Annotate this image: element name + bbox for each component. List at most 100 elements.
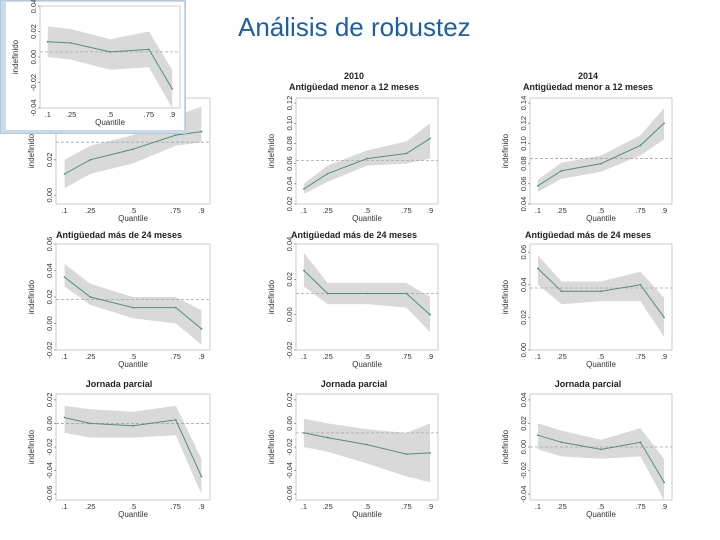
x-tick-label: .5 bbox=[364, 352, 370, 361]
estimate-point bbox=[109, 51, 111, 53]
estimate-point bbox=[171, 87, 174, 90]
y-tick-label: -0.02 bbox=[45, 341, 54, 358]
estimate-point bbox=[326, 292, 329, 295]
estimate-point bbox=[429, 137, 432, 140]
x-tick-label: .1 bbox=[535, 502, 541, 511]
estimate-point bbox=[536, 434, 539, 437]
column-subtitle-2014: Antigüedad menor a 12 meses bbox=[522, 82, 654, 92]
y-tick-label: 0.00 bbox=[519, 343, 528, 358]
estimate-point bbox=[560, 290, 563, 293]
x-tick-label: .75 bbox=[635, 206, 645, 215]
estimate-point bbox=[600, 162, 602, 165]
y-tick-label: -0.04 bbox=[29, 99, 38, 116]
x-tick-label: .9 bbox=[427, 352, 433, 361]
chart-svg: .1 .25 .5 .75 .9 Quantile -0.06 -0.04 -0.02 0.00 0… bbox=[27, 393, 211, 519]
y-tick-label: 0.00 bbox=[45, 316, 54, 331]
estimate-point bbox=[200, 130, 203, 133]
chart-r3c2: .1 .25 .5 .75 .9 Quantile -0.06 -0.04 -0.02 0.00 0… bbox=[262, 390, 442, 522]
estimate-point bbox=[89, 296, 92, 298]
x-tick-label: .25 bbox=[85, 206, 95, 215]
estimate-point bbox=[63, 416, 66, 419]
y-tick-label: 0.14 bbox=[519, 96, 528, 111]
y-tick-label: 0.04 bbox=[285, 177, 294, 192]
estimate-point bbox=[89, 422, 92, 425]
y-tick-label: 0.00 bbox=[519, 440, 528, 455]
chart-r1c2: .1 .25 .5 .75 .9 Quantile 0.02 0.04 0.06 0.08 0.10… bbox=[262, 94, 442, 226]
x-tick-label: .1 bbox=[301, 352, 307, 361]
estimate-point bbox=[536, 267, 539, 270]
confidence-band bbox=[64, 405, 202, 495]
estimate-point bbox=[429, 451, 432, 454]
x-tick-label: .75 bbox=[635, 502, 645, 511]
x-tick-label: .9 bbox=[198, 352, 204, 361]
chart-svg: .1 .25 .5 .75 .9 Quantile -0.04 -0.02 0.00 0.02 0.… bbox=[501, 393, 673, 519]
x-axis-label: Quantile bbox=[118, 360, 148, 369]
y-axis-label: indefinido bbox=[501, 133, 510, 168]
chart-r2c3: .1 .25 .5 .75 .9 Quantile 0.00 0.02 0.04 0.06 inde… bbox=[496, 240, 676, 372]
x-axis-label: Quantile bbox=[586, 360, 616, 369]
x-axis-label: Quantile bbox=[352, 510, 382, 519]
x-tick-label: .5 bbox=[598, 206, 604, 215]
y-tick-label: 0.00 bbox=[285, 416, 294, 431]
confidence-band bbox=[537, 255, 665, 337]
x-tick-label: .25 bbox=[322, 502, 332, 511]
x-tick-label: .9 bbox=[198, 502, 204, 511]
x-tick-label: .75 bbox=[401, 502, 411, 511]
confidence-band bbox=[64, 263, 202, 345]
estimate-point bbox=[639, 441, 642, 444]
y-tick-label: 0.06 bbox=[519, 177, 528, 192]
x-tick-label: .1 bbox=[61, 206, 67, 215]
y-tick-label: 0.02 bbox=[45, 290, 54, 305]
x-tick-label: .5 bbox=[130, 206, 136, 215]
y-tick-label: 0.02 bbox=[285, 393, 294, 408]
row-label-antiguedad-col2: Antigüedad más de 24 meses bbox=[290, 230, 418, 240]
x-tick-label: .1 bbox=[535, 352, 541, 361]
x-tick-label: .5 bbox=[130, 502, 136, 511]
y-tick-label: -0.02 bbox=[285, 341, 294, 358]
x-axis-label: Quantile bbox=[118, 510, 148, 519]
y-tick-label: 0.12 bbox=[285, 96, 294, 111]
estimate-point bbox=[132, 424, 134, 427]
x-tick-label: .5 bbox=[130, 352, 136, 361]
y-tick-label: 0.02 bbox=[285, 272, 294, 287]
estimate-point bbox=[536, 184, 539, 187]
estimate-point bbox=[405, 292, 408, 295]
y-tick-label: -0.04 bbox=[519, 486, 528, 503]
y-tick-label: 0.10 bbox=[285, 116, 294, 131]
estimate-point bbox=[302, 269, 305, 272]
chart-svg: .1 .25 .5 .75 .9 Quantile 0.04 0.06 0.08 0.10 0.12… bbox=[501, 96, 673, 223]
x-tick-label: .75 bbox=[171, 352, 181, 361]
estimate-point bbox=[663, 316, 666, 319]
slide-title: Análisis de robustez bbox=[238, 12, 471, 42]
x-tick-label: .1 bbox=[61, 502, 67, 511]
chart-r3c3: .1 .25 .5 .75 .9 Quantile -0.04 -0.02 0.00 0.02 0.… bbox=[496, 390, 676, 522]
row-label-jornada-col3: Jornada parcial bbox=[554, 379, 622, 389]
chart-r1c3: .1 .25 .5 .75 .9 Quantile 0.04 0.06 0.08 0.10 0.12… bbox=[496, 94, 676, 226]
x-tick-label: .25 bbox=[66, 110, 76, 119]
y-tick-label: 0.02 bbox=[519, 310, 528, 325]
chart-svg: .1 .25 .5 .75 .9 Quantile -0.04 -0.02 0.00 0.02 0.… bbox=[11, 0, 181, 127]
estimate-point bbox=[663, 481, 666, 484]
chart-inset: .1 .25 .5 .75 .9 Quantile -0.04 -0.02 0.00 0.02 0.… bbox=[0, 0, 186, 134]
chart-r3c1: .1 .25 .5 .75 .9 Quantile -0.06 -0.04 -0.02 0.00 0… bbox=[22, 390, 214, 522]
row-label-antiguedad-col3: Antigüedad más de 24 meses bbox=[524, 230, 652, 240]
chart-r2c2: .1 .25 .5 .75 .9 Quantile -0.02 0.00 0.02 0.04 ind… bbox=[262, 237, 442, 372]
estimate-point bbox=[600, 448, 602, 451]
estimate-point bbox=[200, 327, 203, 330]
confidence-band bbox=[537, 108, 665, 192]
x-tick-label: .25 bbox=[322, 206, 332, 215]
x-tick-label: .9 bbox=[427, 206, 433, 215]
chart-svg: .1 .25 .5 .75 .9 Quantile -0.02 0.00 0.02 0.04 ind… bbox=[267, 237, 439, 369]
row-label-jornada-col1: Jornada parcial bbox=[85, 379, 153, 389]
estimate-point bbox=[366, 292, 368, 295]
y-tick-label: 0.12 bbox=[519, 116, 528, 131]
y-axis-label: indefinido bbox=[501, 429, 510, 464]
estimate-point bbox=[63, 276, 66, 279]
y-axis-label: indefinido bbox=[267, 279, 276, 314]
x-tick-label: .9 bbox=[661, 352, 667, 361]
y-axis-label: indefinido bbox=[267, 133, 276, 168]
estimate-point bbox=[302, 187, 305, 190]
x-tick-label: .5 bbox=[598, 352, 604, 361]
estimate-point bbox=[663, 122, 666, 125]
estimate-point bbox=[326, 436, 329, 439]
